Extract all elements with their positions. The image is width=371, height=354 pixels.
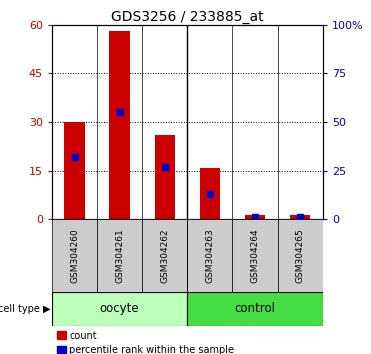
Bar bbox=[278, 219, 323, 292]
Bar bbox=[142, 219, 187, 292]
Text: GSM304260: GSM304260 bbox=[70, 228, 79, 283]
Point bbox=[252, 214, 258, 219]
Text: control: control bbox=[234, 302, 276, 315]
Legend: count, percentile rank within the sample: count, percentile rank within the sample bbox=[57, 331, 234, 354]
Bar bbox=[155, 135, 175, 219]
Point bbox=[207, 191, 213, 197]
Bar bbox=[200, 167, 220, 219]
Bar bbox=[187, 219, 188, 292]
Text: GSM304264: GSM304264 bbox=[250, 228, 260, 283]
Text: oocyte: oocyte bbox=[100, 302, 139, 315]
Title: GDS3256 / 233885_at: GDS3256 / 233885_at bbox=[111, 10, 264, 24]
Bar bbox=[233, 219, 278, 292]
Bar bbox=[187, 219, 233, 292]
Bar bbox=[245, 215, 265, 219]
Bar bbox=[187, 292, 323, 326]
Bar bbox=[52, 219, 97, 292]
Point bbox=[297, 214, 303, 219]
Bar bbox=[97, 219, 142, 292]
Text: GSM304265: GSM304265 bbox=[296, 228, 305, 283]
Text: cell type ▶: cell type ▶ bbox=[0, 304, 50, 314]
Point bbox=[162, 164, 168, 170]
Bar bbox=[52, 292, 187, 326]
Text: GSM304261: GSM304261 bbox=[115, 228, 124, 283]
Text: GSM304263: GSM304263 bbox=[206, 228, 214, 283]
Point bbox=[72, 154, 78, 160]
Bar bbox=[109, 31, 130, 219]
Point bbox=[117, 110, 123, 115]
Text: GSM304262: GSM304262 bbox=[160, 228, 169, 283]
Bar bbox=[64, 122, 85, 219]
Bar bbox=[290, 215, 311, 219]
